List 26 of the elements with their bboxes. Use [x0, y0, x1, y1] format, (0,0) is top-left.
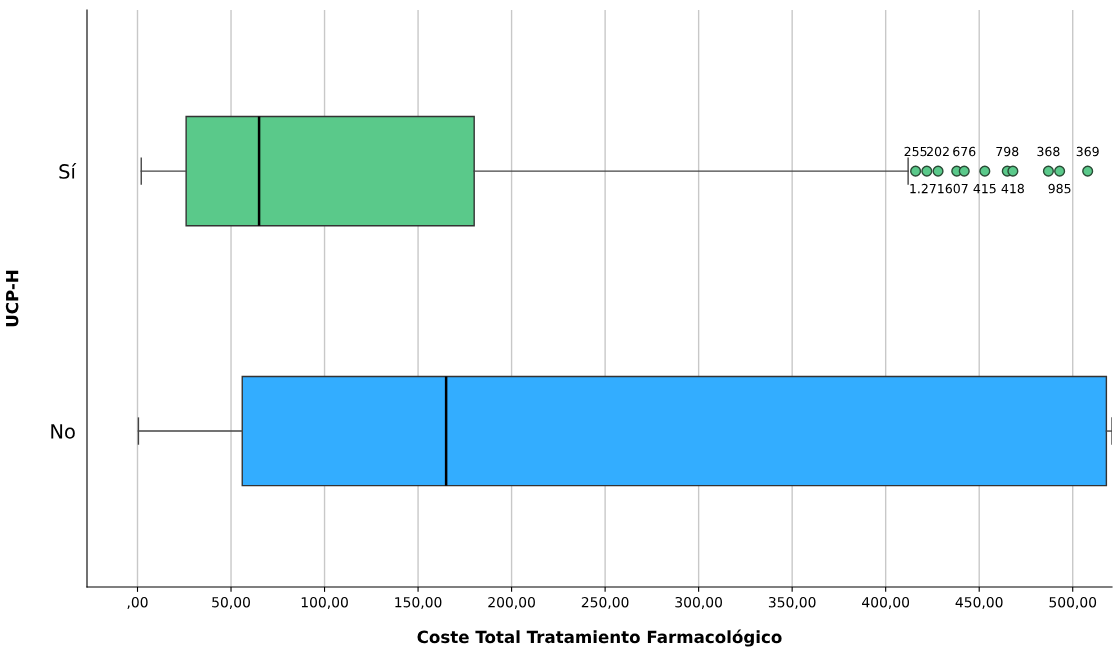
annotation: 368 [1037, 146, 1060, 157]
x-tick-label: 250,00 [581, 596, 629, 609]
annotation: 415 [973, 184, 996, 194]
annotation: 676 [953, 146, 976, 157]
annotation: 369 [1076, 146, 1099, 157]
annotation: 202 [927, 146, 949, 157]
x-tick-label: 400,00 [862, 596, 910, 609]
annotation: 607 [945, 183, 968, 194]
x-tick-label: 350,00 [768, 596, 816, 609]
annotation: 255 [904, 146, 927, 157]
x-tick-label: 100,00 [301, 596, 348, 609]
annotation: 418 [1001, 183, 1024, 194]
y-tick-label: No [51, 424, 75, 439]
annotation: 985 [1048, 183, 1071, 194]
x-tick-label: 500,00 [1049, 596, 1097, 609]
y-axis-title: UCP-H [5, 270, 19, 327]
annotation: 1.271 [910, 183, 944, 194]
x-tick-label: 450,00 [955, 596, 1003, 609]
x-tick-label: 200,00 [488, 596, 535, 609]
x-tick-label: 300,00 [675, 596, 723, 609]
x-tick-label: 150,00 [395, 596, 442, 609]
x-tick-label: ,00 [127, 596, 148, 609]
y-tick-label: Sí [59, 162, 77, 179]
x-axis-title: Coste Total Tratamiento Farmacológico [417, 629, 782, 647]
annotation: 798 [996, 146, 1019, 157]
x-tick-label: 50,00 [212, 596, 250, 609]
